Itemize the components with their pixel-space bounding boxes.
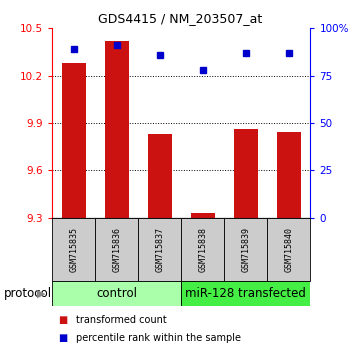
Bar [62,63,86,218]
Bar [277,132,301,218]
Text: control: control [96,287,138,300]
Bar [181,281,310,306]
Text: GSM715835: GSM715835 [69,227,78,272]
Bar [234,129,258,218]
Bar [138,218,181,281]
Bar [52,218,95,281]
Text: protocol: protocol [4,287,52,300]
Bar [268,218,310,281]
Text: transformed count: transformed count [76,315,166,325]
Text: GSM715840: GSM715840 [284,227,293,272]
Text: GSM715838: GSM715838 [199,227,208,272]
Text: miR-128 transfected: miR-128 transfected [186,287,306,300]
Bar [105,41,129,218]
Bar [52,281,182,306]
Text: ▶: ▶ [37,289,46,299]
Bar [225,218,268,281]
Text: ■: ■ [58,333,67,343]
Text: GDS4415 / NM_203507_at: GDS4415 / NM_203507_at [99,12,262,25]
Text: ■: ■ [58,315,67,325]
Bar [148,134,172,218]
Bar [181,218,225,281]
Text: percentile rank within the sample: percentile rank within the sample [76,333,241,343]
Text: GSM715837: GSM715837 [155,227,164,272]
Text: GSM715839: GSM715839 [242,227,251,272]
Bar [191,213,215,218]
Text: GSM715836: GSM715836 [112,227,121,272]
Bar [95,218,138,281]
